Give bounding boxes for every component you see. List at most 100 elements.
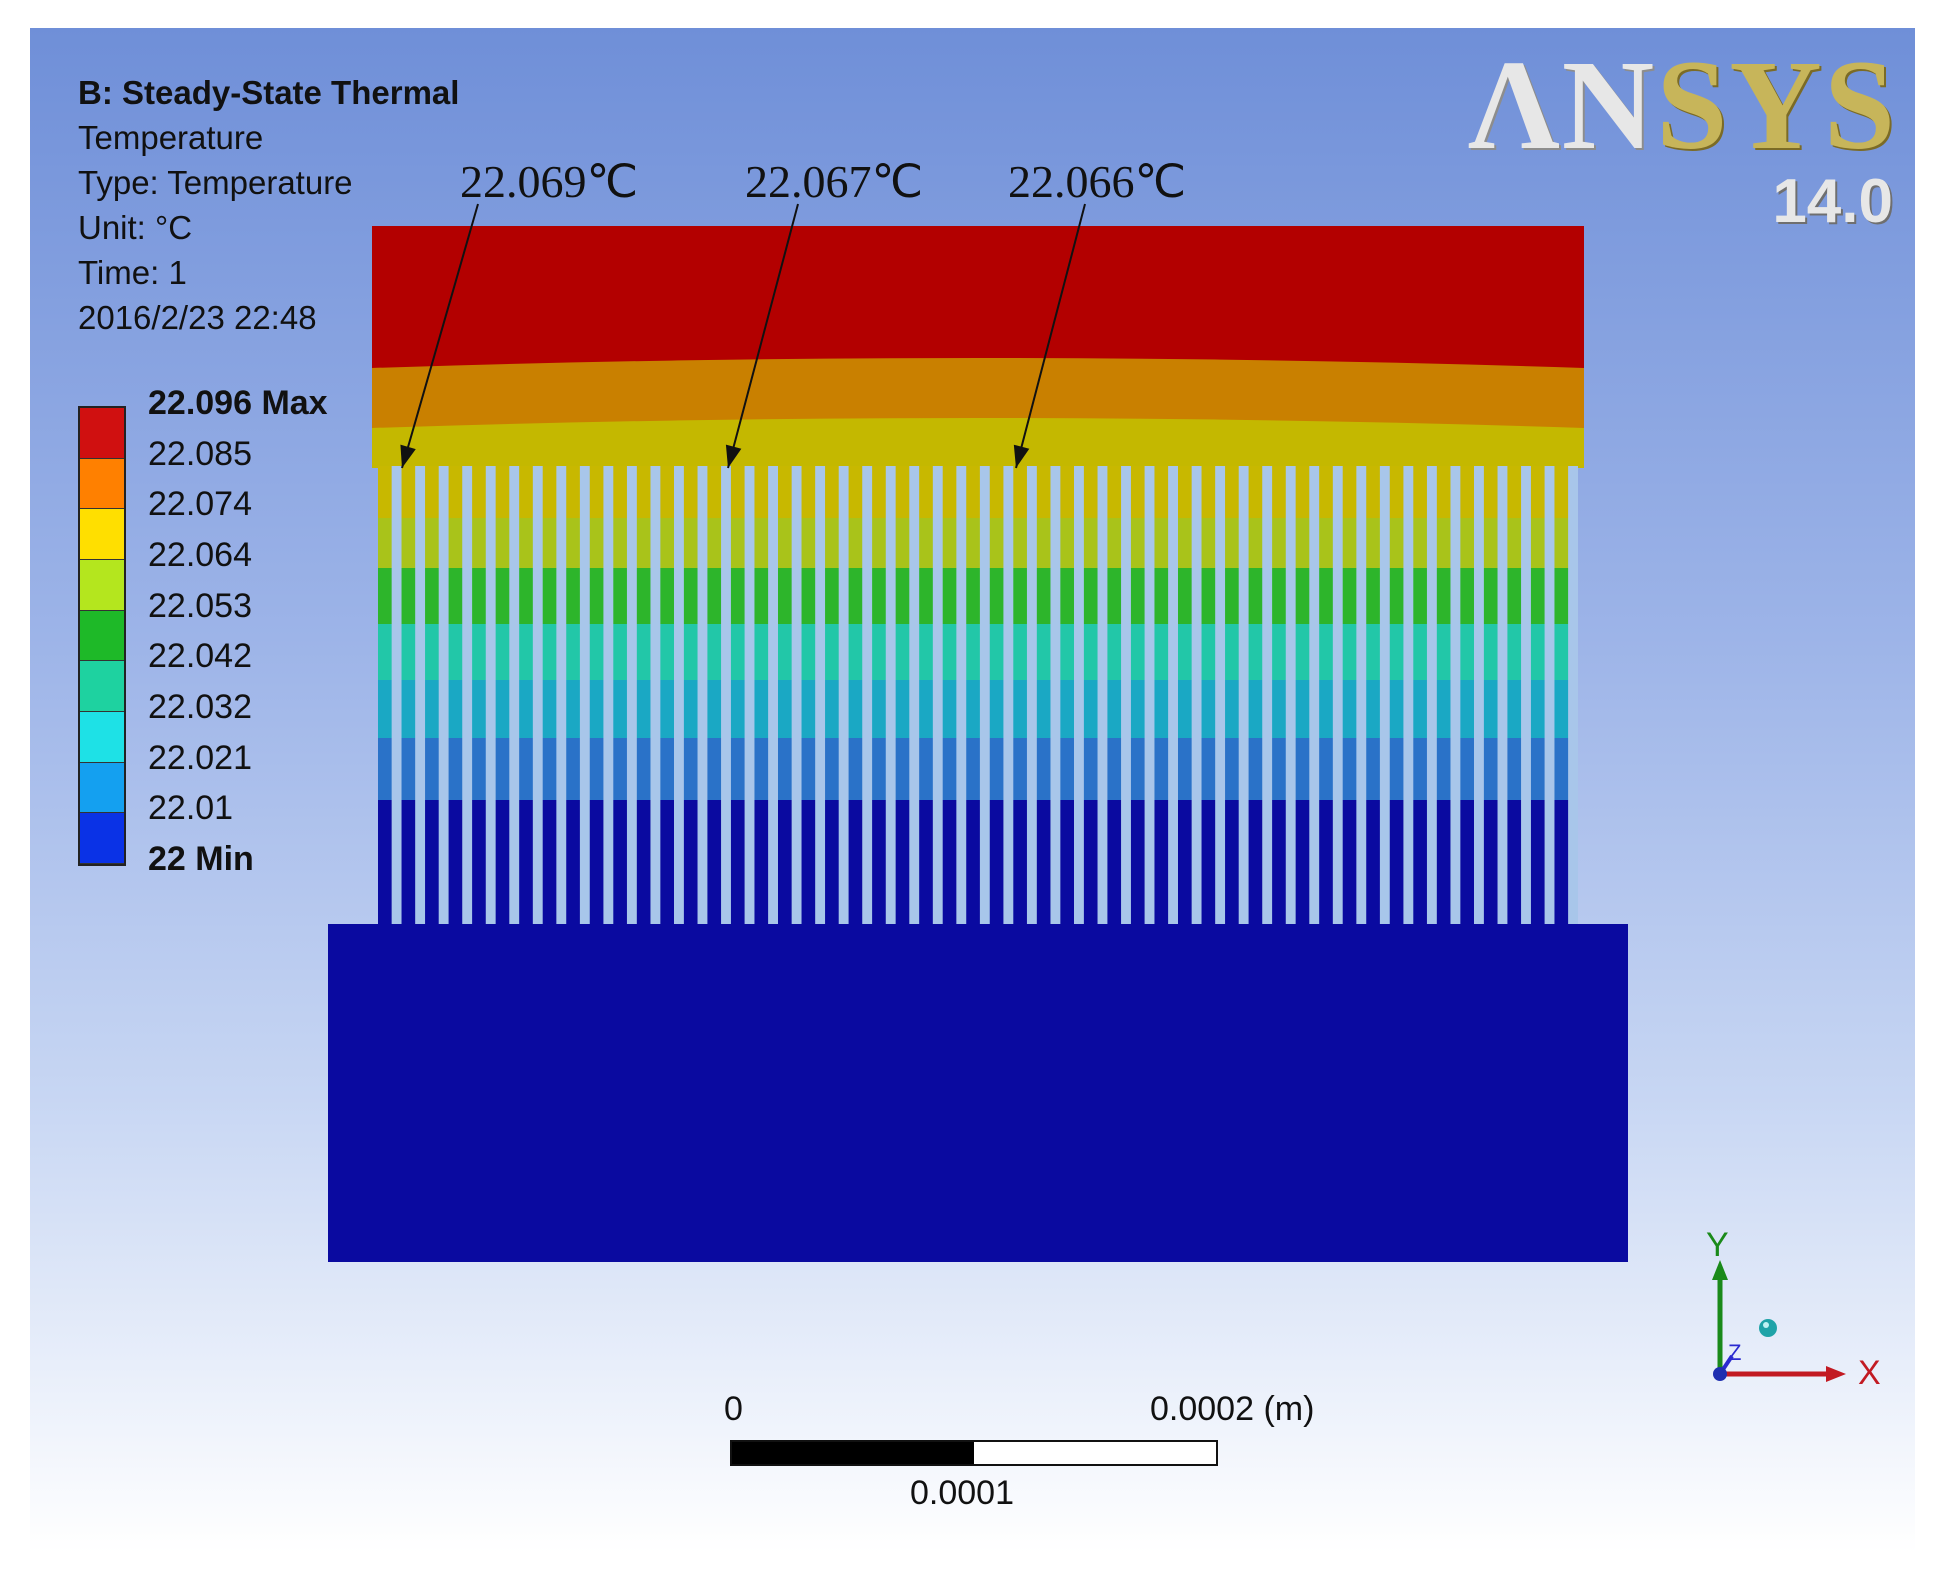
fin-gap [1426,466,1437,924]
fin-gap [1309,466,1320,924]
fin-gap [956,466,967,924]
legend-swatch [80,813,124,864]
fin-band [378,738,1578,800]
logo-an: ΛN [1468,34,1657,176]
legend-swatch [80,408,124,459]
fin-gap [1168,466,1178,924]
annotation-label-3: 22.066℃ [1008,156,1187,207]
result-time: Time: 1 [78,254,187,291]
fin-gap [909,466,920,924]
legend-swatch [80,661,124,712]
fin-gap [932,466,943,924]
fin-gap [838,466,849,924]
fin-gap [1144,466,1155,924]
base-block [328,924,1628,1262]
fin-gap [532,466,543,924]
scale-ruler: 0 0.0002 (m) 0.0001 [724,1378,1314,1518]
fin-gap [744,466,755,924]
fin-gap [1262,466,1273,924]
fin-gap [1026,466,1037,924]
fin-gap [1497,466,1508,924]
fin-gap [862,466,873,924]
fin-gap [815,466,826,924]
scale-bar [730,1440,1218,1466]
legend-label: 22.096 Max [148,384,328,422]
fin-gap [485,466,496,924]
fin-band [378,800,1578,924]
fin-gap [1285,466,1296,924]
fin-gap [1450,466,1461,924]
top-block-orange-arc [372,358,1584,428]
analysis-title: B: Steady-State Thermal [78,74,460,111]
ansys-version: 14.0 [1772,167,1893,236]
legend-swatch [80,762,124,814]
fin-gap [391,466,402,924]
fin-band [378,466,1578,518]
fin-gap [1215,466,1226,924]
fin-gap [603,466,614,924]
scale-end-label: 0.0002 (m) [1150,1390,1315,1428]
legend-label: 22.074 [148,485,252,524]
annotation-arrow-line [1015,203,1086,469]
fin-gap [791,466,802,924]
legend-color-bar [78,406,126,866]
annotation-arrow-line [727,203,799,469]
ansys-logo-brand: ΛNSYS [1468,40,1897,170]
fin-gap [1050,466,1061,924]
fin-gap [415,466,426,924]
fin-gap [626,466,637,924]
legend-label: 22.085 [148,434,252,473]
triad-y-label: Y [1706,1226,1729,1264]
legend-label: 22.01 [148,789,234,828]
fin-gap [1191,466,1202,924]
heat-sink-model[interactable] [30,28,1915,1553]
fin-gap [556,466,567,924]
scale-bar-fill [732,1442,974,1464]
top-block-red [372,226,1584,372]
temperature-legend[interactable]: 22.096 Max 22.085 22.074 22.064 22.053 22.042… [78,384,438,906]
fin-gap [579,466,590,924]
scale-mid-label: 0.0001 [910,1474,1014,1512]
fin-gap [462,466,473,924]
top-block-yellow-arc [372,418,1584,468]
triad-x-label: X [1858,1354,1881,1392]
logo-sys: SYS [1656,34,1897,176]
legend-swatch [80,560,124,611]
annotation-arrowhead [400,444,416,468]
fin-gap [697,466,708,924]
result-name: Temperature [78,119,264,156]
legend-swatch [80,458,124,510]
legend-label: 22.021 [148,738,252,777]
fin-band [378,518,1578,568]
legend-label: 22 Min [148,840,254,878]
fin-gap [1544,466,1555,924]
triad-z-label: Z [1728,1340,1742,1365]
legend-label: 22.064 [148,536,252,574]
fin-gap [1521,466,1531,924]
legend-label: 22.042 [148,637,252,676]
scale-start-label: 0 [724,1390,743,1428]
fin-gap [438,466,449,924]
fin-gap [979,466,990,924]
fin-gap [509,466,520,924]
fin-gap [1074,466,1084,924]
coordinate-triad[interactable]: Y X Z [1690,1224,1890,1404]
fin-gap [1003,466,1014,924]
fin-gap [1474,466,1484,924]
fin-gap [1238,466,1249,924]
result-date: 2016/2/23 22:48 [78,299,317,336]
legend-label: 22.053 [148,586,252,625]
fin-band [378,624,1578,680]
fin-gap [1403,466,1414,924]
result-info-panel: B: Steady-State Thermal Temperature Type… [78,70,459,340]
fin-gap [674,466,684,924]
annotation-label-1: 22.069℃ [460,156,639,207]
annotation-arrow-line [401,203,479,469]
legend-swatch [80,509,124,560]
fin-gap [768,466,778,924]
legend-label: 22.032 [148,688,252,726]
fin-gap [721,466,731,924]
graphics-viewport[interactable]: B: Steady-State Thermal Temperature Type… [30,28,1915,1553]
fin-band [378,680,1578,738]
triad-axes-icon [1712,1260,1846,1382]
